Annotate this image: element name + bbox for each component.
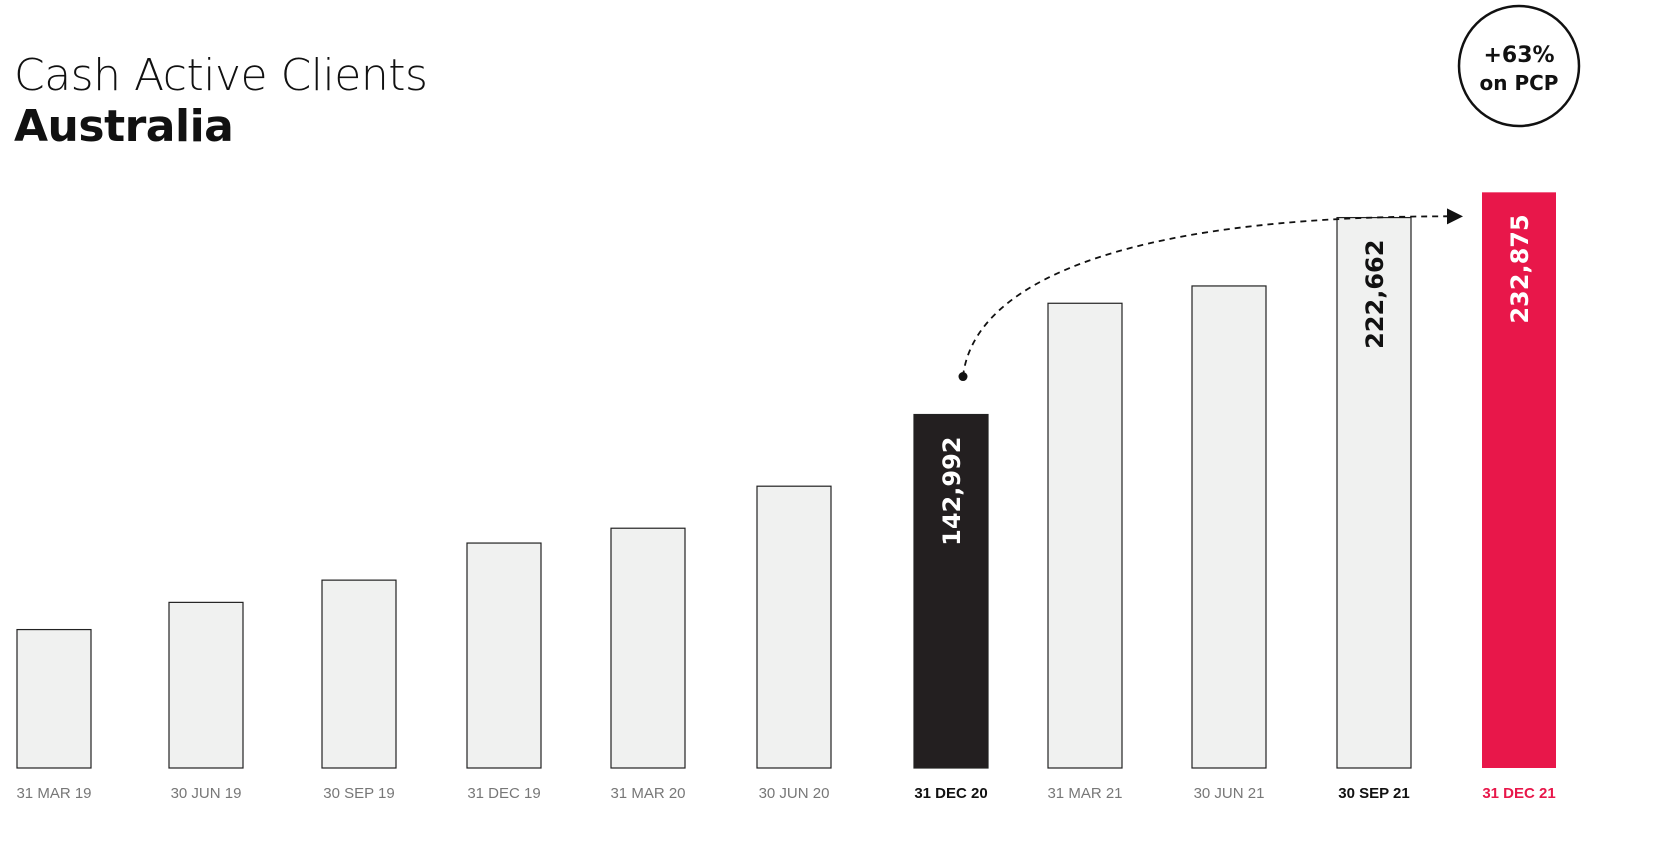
callout-circle <box>1457 4 1581 128</box>
bar-30-jun-20 <box>756 485 832 769</box>
growth-arrow-path <box>962 215 1448 377</box>
x-tick-label: 30 SEP 19 <box>323 785 394 802</box>
x-tick-label: 31 MAR 19 <box>16 785 91 802</box>
bar-30-sep-21 <box>1336 216 1412 769</box>
bar-30-jun-21 <box>1191 285 1267 769</box>
title-block: Cash Active Clients Australia <box>14 50 428 152</box>
x-tick-label: 30 JUN 21 <box>1194 785 1265 802</box>
bar-31-mar-19 <box>16 628 92 769</box>
x-tick-label: 31 DEC 21 <box>1482 785 1555 802</box>
annotation-layer: +63% on PCP <box>958 4 1581 382</box>
x-tick-label: 31 MAR 21 <box>1047 785 1122 802</box>
labels-layer: 31 MAR 19 30 JUN 19 30 SEP 19 31 DEC 19 31 M… <box>16 214 1555 802</box>
data-label: 232,875 <box>1506 214 1534 323</box>
bar-31-dec-21 <box>1482 192 1556 768</box>
x-tick-label: 31 DEC 19 <box>467 785 540 802</box>
chart-subtitle: Australia <box>14 101 234 152</box>
bar-31-dec-20 <box>913 413 989 769</box>
x-tick-label: 31 DEC 20 <box>914 785 987 802</box>
bars-layer <box>16 192 1556 769</box>
x-tick-label: 31 MAR 20 <box>610 785 685 802</box>
callout-percent: +63% <box>1483 43 1554 68</box>
x-tick-label: 30 SEP 21 <box>1338 785 1409 802</box>
arrow-head-icon <box>1447 208 1463 225</box>
bar-30-sep-19 <box>321 579 397 769</box>
bar-30-jun-19 <box>168 601 244 769</box>
data-label: 142,992 <box>938 437 966 546</box>
bar-31-mar-20 <box>610 527 686 769</box>
x-tick-label: 30 JUN 19 <box>171 785 242 802</box>
bar-31-dec-19 <box>466 542 542 769</box>
bar-31-mar-21 <box>1047 302 1123 769</box>
x-tick-label: 30 JUN 20 <box>759 785 830 802</box>
data-label: 222,662 <box>1361 240 1389 349</box>
callout-caption: on PCP <box>1480 71 1559 95</box>
chart-title: Cash Active Clients <box>14 50 428 101</box>
